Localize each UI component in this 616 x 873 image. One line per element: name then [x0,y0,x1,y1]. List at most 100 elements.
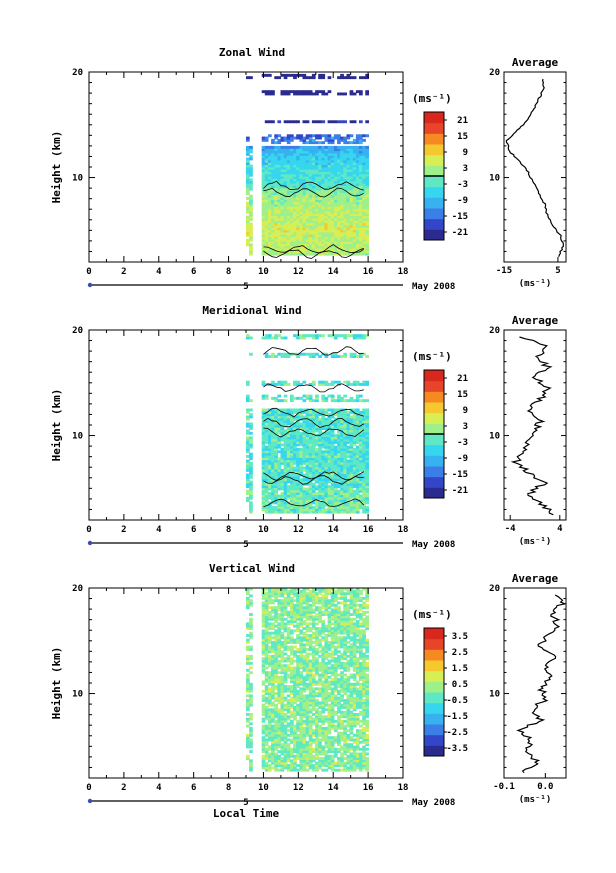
heatmap-cell [246,145,250,149]
heatmap-cell [246,708,250,712]
heatmap-cell [268,171,272,175]
heatmap-cell [290,441,294,444]
heatmap-cell [352,236,357,240]
heatmap-cell [349,492,354,495]
heatmap-cell [302,336,307,340]
heatmap-cell [261,215,266,219]
heatmap-cell [264,506,269,509]
heatmap-cell [271,592,275,596]
colorbar-swatch [424,154,444,166]
heatmap-cell [311,173,316,177]
heatmap-cell [359,250,363,254]
heatmap-cell [324,438,329,442]
heatmap-cell [327,243,332,247]
heatmap-cell [346,243,351,247]
heatmap-cell [321,210,326,214]
heatmap-cell [318,73,322,77]
heatmap-cell [283,740,288,744]
heatmap-cell [315,452,319,456]
heatmap-cell [268,510,272,514]
heatmap-cell [283,648,288,651]
heatmap-cell [299,699,304,702]
heatmap-cell [349,178,354,182]
heatmap-cell [302,752,307,756]
heatmap-cell [280,603,285,607]
heatmap-cell [333,120,338,124]
x-tick-label: 14 [328,525,339,535]
heatmap-cell [280,485,285,489]
heatmap-cell [280,631,285,635]
heatmap-cell [362,197,366,200]
heatmap-cell [264,190,269,193]
heatmap-cell [321,166,326,170]
heatmap-cell [365,152,369,156]
heatmap-cell [277,508,282,512]
heatmap-cell [299,166,304,170]
heatmap-cell [355,436,360,440]
heatmap-cell [343,455,347,458]
heatmap-cell [299,194,304,198]
heatmap-cell [280,743,285,747]
heatmap-cell [264,501,269,505]
heatmap-cell [299,203,304,207]
heatmap-cell [286,689,291,693]
heatmap-cell [299,150,304,154]
heatmap-cell [274,485,278,489]
heatmap-cell [274,724,278,728]
heatmap-cell [261,743,266,747]
heatmap-cell [261,148,266,152]
heatmap-cell [290,178,294,182]
heatmap-cell [293,252,297,256]
heatmap-cell [274,427,278,430]
heatmap-cell [330,229,335,233]
heatmap-cell [346,489,351,493]
heatmap-cell [330,501,335,505]
heatmap-cell [290,180,294,184]
heatmap-cell [280,606,285,610]
heatmap-cell [271,761,275,765]
heatmap-cell [355,148,360,152]
heatmap-cell [355,394,360,398]
heatmap-cell [355,176,360,179]
heatmap-cell [249,622,253,626]
heatmap-cell [299,159,304,163]
heatmap-cell [271,180,275,184]
heatmap-cell [264,234,269,237]
heatmap-cell [333,355,338,358]
heatmap-cell [249,229,253,233]
heatmap-cell [315,334,319,338]
heatmap-cell [365,241,369,244]
heatmap-cell [330,455,335,458]
heatmap-cell [343,334,347,338]
heatmap-cell [249,213,253,217]
heatmap-cell [302,468,307,472]
heatmap-cell [308,236,313,240]
heatmap-cell [359,420,363,423]
contour-line [263,475,364,485]
heatmap-cell [324,183,329,186]
heatmap-cell [290,208,294,212]
heatmap-cell [274,201,278,205]
heatmap-cell [249,648,253,651]
heatmap-cell [302,452,307,456]
heatmap-cell [280,180,285,184]
heatmap-cell [249,768,253,772]
heatmap-cell [290,420,294,423]
heatmap-cell [264,241,269,244]
heatmap-cell [290,150,294,154]
heatmap-cell [330,164,335,168]
heatmap-cell [280,136,285,140]
heatmap-cell [293,680,297,684]
heatmap-cell [268,336,272,340]
heatmap-cell [280,429,285,433]
heatmap-cell [246,743,250,747]
heatmap-cell [305,120,310,124]
heatmap-cell [261,487,266,491]
heatmap-cell [264,171,269,175]
heatmap-cell [280,750,285,753]
heatmap-cell [277,417,282,421]
heatmap-cell [268,687,272,691]
heatmap-cell [274,250,278,254]
average-x-tick-label: -15 [496,266,512,276]
heatmap-cell [283,485,288,489]
